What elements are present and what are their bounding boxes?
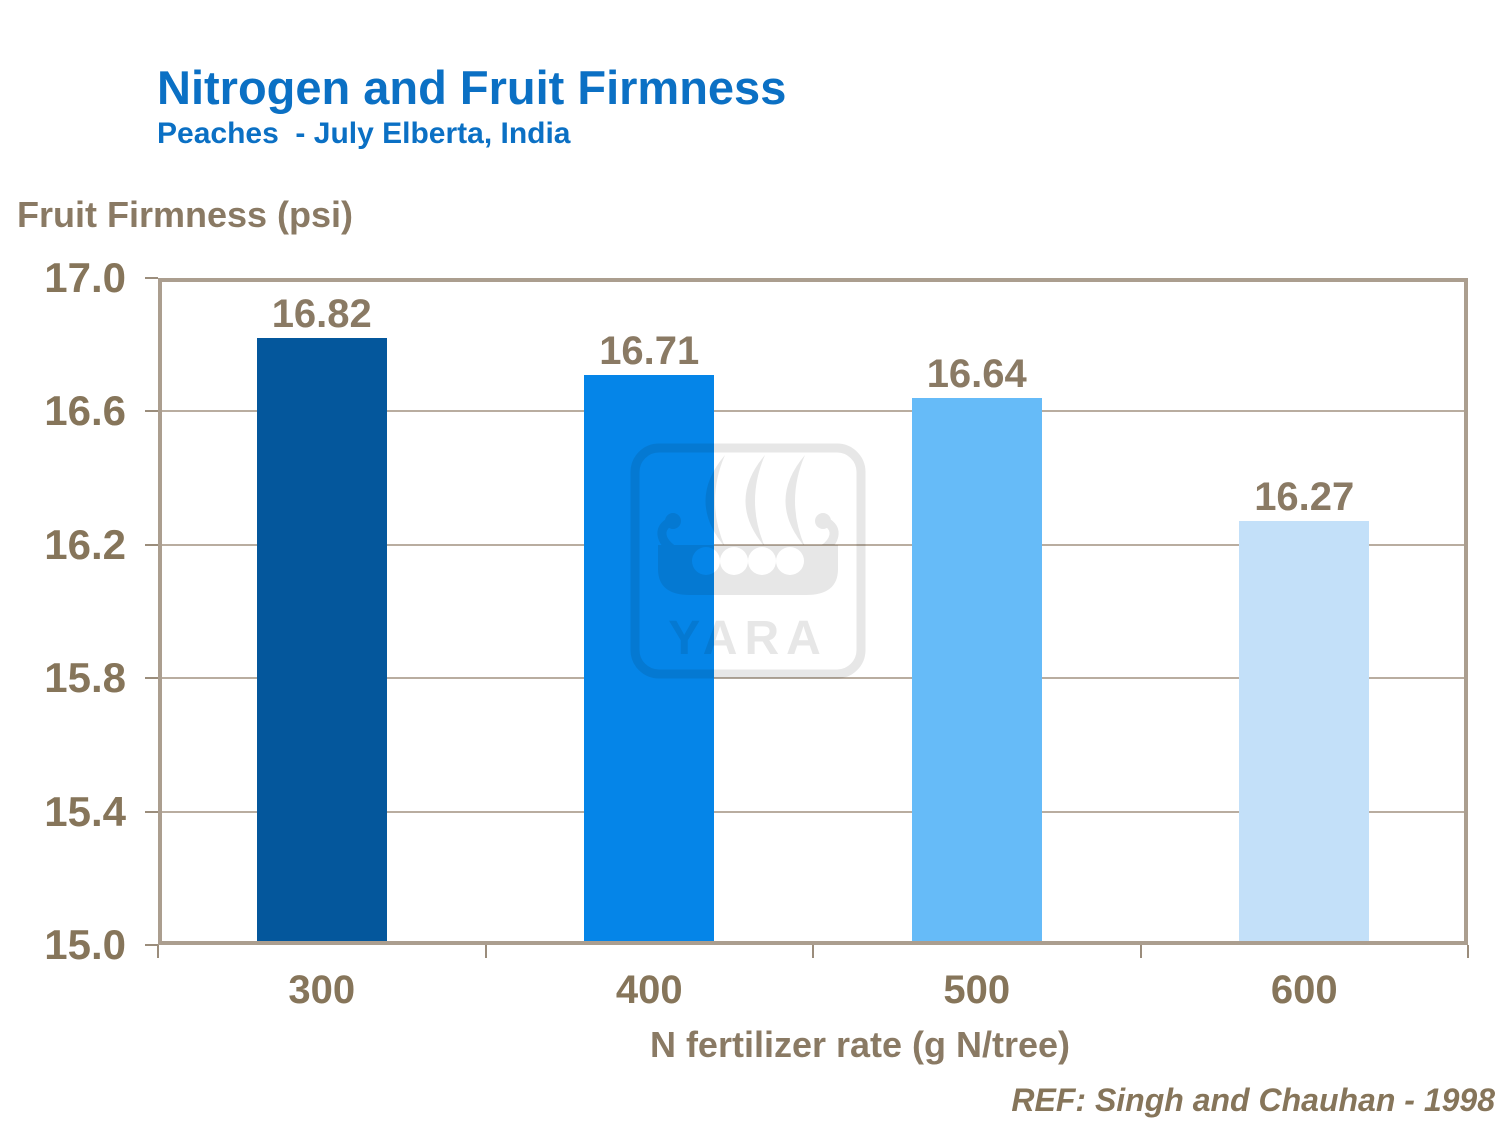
y-tick-mark <box>145 277 158 279</box>
y-tick-label: 15.8 <box>44 654 126 702</box>
gridline <box>162 410 1464 413</box>
x-tick-label: 500 <box>943 968 1011 1012</box>
y-tick-label: 16.2 <box>44 520 126 568</box>
bar-500 <box>911 398 1042 941</box>
x-axis-title: N fertilizer rate (g N/tree) <box>649 1024 1071 1065</box>
x-tick-mark <box>157 945 159 958</box>
bar-300 <box>256 338 387 941</box>
x-tick-mark <box>1139 945 1142 958</box>
y-tick-label: 16.6 <box>44 387 126 435</box>
bar-value-label: 16.71 <box>599 328 700 373</box>
y-tick-label: 15.0 <box>44 921 126 968</box>
x-tick-label: 400 <box>615 968 683 1012</box>
y-axis-title: Fruit Firmness (psi) <box>17 194 354 235</box>
reference-citation: REF: Singh and Chauhan - 1998 <box>1011 1082 1495 1118</box>
x-tick-mark <box>484 945 487 958</box>
x-tick-mark <box>1467 945 1469 958</box>
bar-value-label: 16.27 <box>1254 475 1355 520</box>
y-tick-label: 15.4 <box>44 787 126 835</box>
y-tick-mark <box>145 410 158 413</box>
chart-title: Nitrogen and Fruit Firmness <box>157 61 787 114</box>
chart-subtitle: Peaches - July Elberta, India <box>157 117 571 150</box>
bar-400 <box>584 374 715 941</box>
y-tick-mark <box>145 944 158 946</box>
gridline <box>162 810 1464 813</box>
y-tick-mark <box>145 543 158 546</box>
bar-600 <box>1239 521 1370 941</box>
x-tick-label: 600 <box>1270 968 1338 1012</box>
bar-value-label: 16.82 <box>271 292 372 337</box>
y-tick-mark <box>145 677 158 680</box>
x-tick-mark <box>812 945 814 958</box>
plot-area <box>158 278 1468 945</box>
y-tick-mark <box>145 810 158 813</box>
bar-value-label: 16.64 <box>926 352 1027 397</box>
x-tick-label: 300 <box>288 968 356 1012</box>
y-tick-label: 17.0 <box>44 254 126 301</box>
